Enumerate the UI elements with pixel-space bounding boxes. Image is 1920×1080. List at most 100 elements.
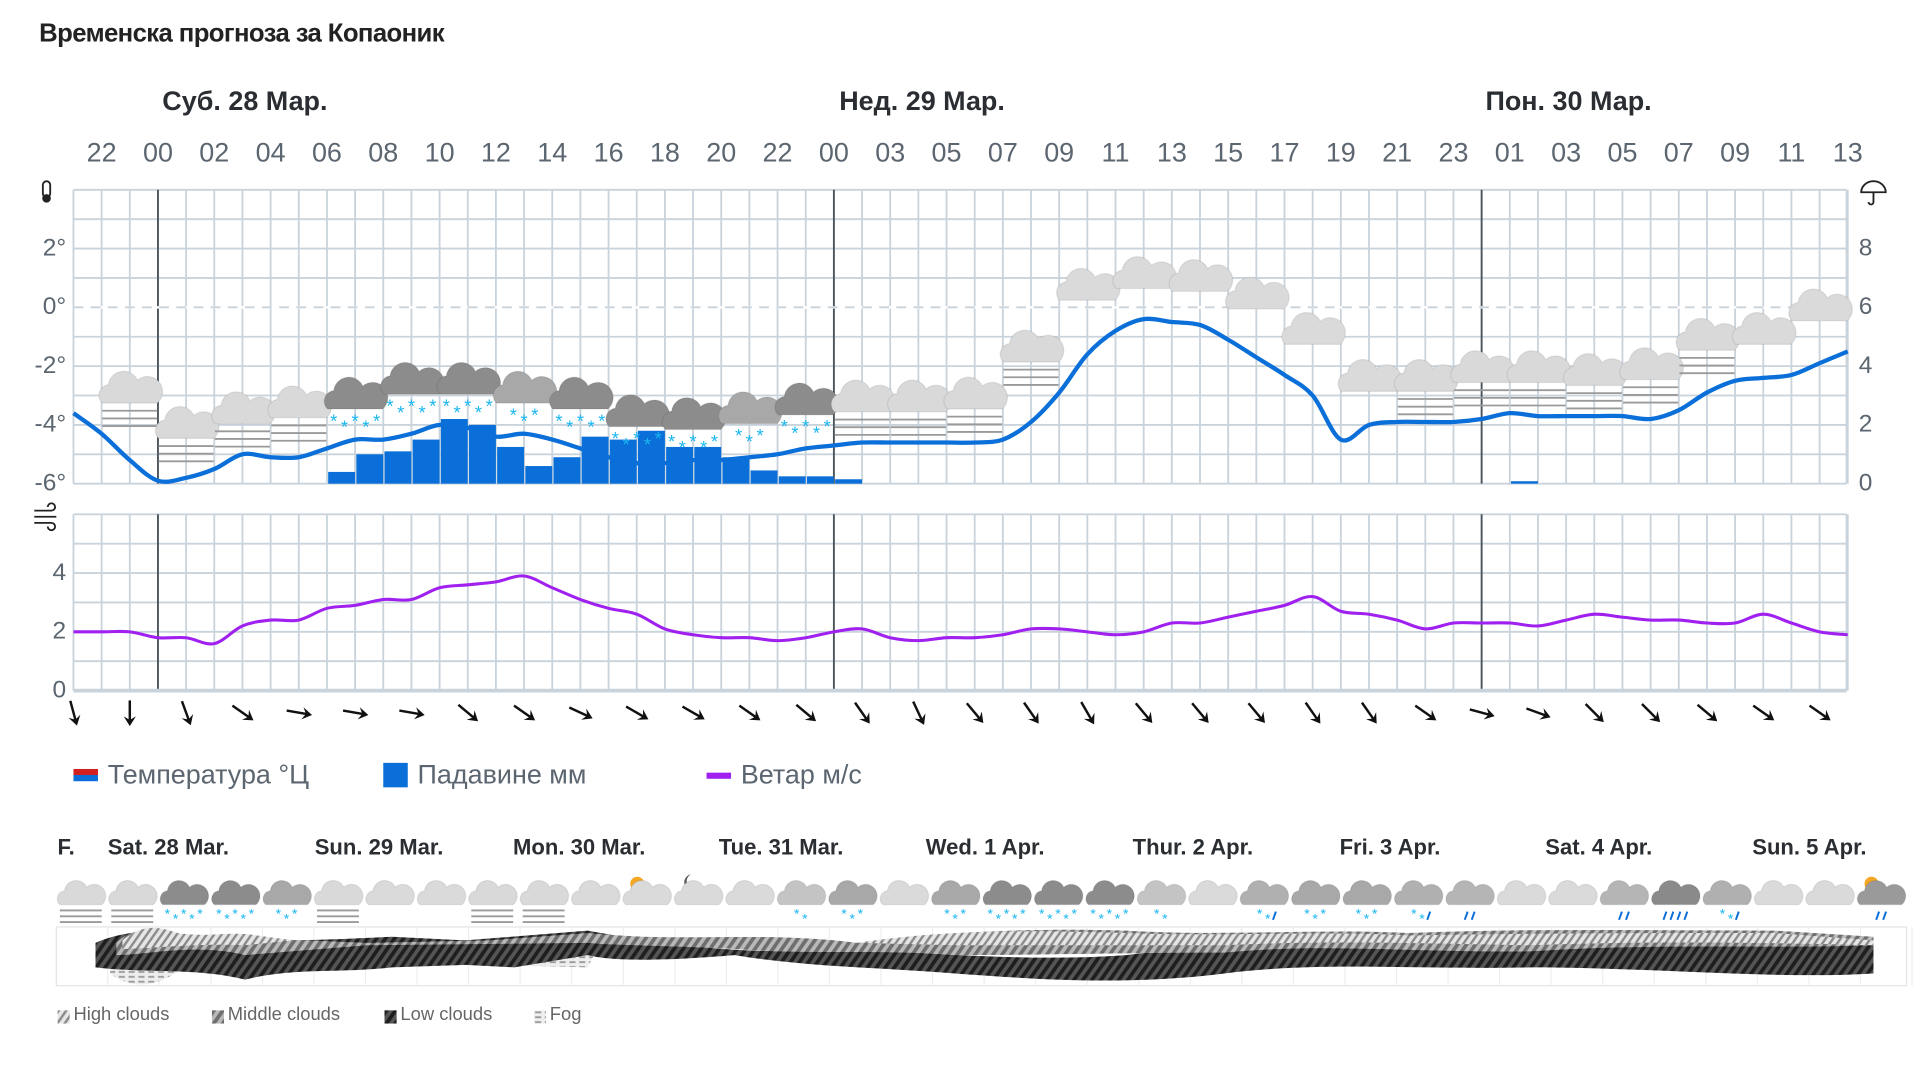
cloud-icon <box>1753 879 1804 906</box>
hour-label: 22 <box>762 137 793 168</box>
snowflake-icon: * <box>588 416 595 437</box>
arrow-head <box>1028 712 1039 724</box>
cloud-icon <box>468 879 518 906</box>
legend-temperature[interactable]: Температура °Ц <box>73 759 309 791</box>
precipitation-swatch-icon <box>383 762 408 788</box>
meteogram-icon-cloud <box>879 879 930 906</box>
high-clouds-swatch-icon <box>57 1008 70 1024</box>
weather-icon-fog <box>1450 350 1516 407</box>
wind-direction-arrow-icon <box>568 706 593 720</box>
arrow-head <box>1309 712 1321 724</box>
snowflake-icon: * <box>791 422 798 443</box>
meteogram-icon-snow-dark: * * * * * <box>982 879 1032 926</box>
snowflake-icon: * <box>386 396 393 417</box>
snowflake-icon: * <box>373 410 380 431</box>
raindrop-icon <box>1662 911 1668 921</box>
cloud-icon <box>717 391 783 425</box>
wind-lines <box>34 502 57 532</box>
snowflake-icon: * <box>475 402 482 423</box>
snowflake-icon: * <box>1020 906 1026 922</box>
hour-label: 07 <box>1663 137 1694 168</box>
arrow-shaft <box>286 709 309 716</box>
arrow-shaft <box>513 704 533 720</box>
snowflake-icon: * <box>612 428 619 449</box>
raindrop-icon <box>1470 911 1476 921</box>
meteogram-icon-fog <box>56 879 107 924</box>
meteogram-icon-rain <box>1445 879 1495 921</box>
raindrop-icon <box>1426 911 1432 921</box>
arrow-head <box>748 709 761 721</box>
hour-label: 08 <box>368 137 399 168</box>
temp-axis-label: 2° <box>42 234 67 262</box>
weather-icon-cloud <box>1055 267 1121 301</box>
wind-axis-label: 2 <box>52 617 67 645</box>
precipitation-bar <box>328 471 356 484</box>
snowflake-icon: * <box>961 906 967 922</box>
legend-precipitation[interactable]: Падавине мм <box>383 759 586 791</box>
legend-wind[interactable]: Ветар м/с <box>706 759 862 791</box>
wind-direction-arrow-icon <box>912 701 926 725</box>
hour-label: 05 <box>1607 137 1638 168</box>
cloud-icon <box>1188 879 1238 906</box>
hour-label: 11 <box>1101 137 1130 168</box>
middle-clouds-swatch-icon <box>211 1008 225 1024</box>
precipitation-bar <box>666 446 694 484</box>
arrow-head <box>1483 707 1495 720</box>
temperature-grid <box>72 188 1849 485</box>
arrow-shaft <box>1360 701 1376 722</box>
cloud-icon <box>776 879 827 906</box>
high-clouds-layer <box>122 927 1874 949</box>
arrow-shaft <box>1469 708 1492 717</box>
snowflake-icon: * <box>850 910 856 926</box>
meteogram-icon-snow-med: * * * <box>1291 879 1341 926</box>
meteogram-icon-cloud <box>1188 879 1238 906</box>
hour-label: 01 <box>1494 137 1525 168</box>
hour-label: 12 <box>480 137 511 168</box>
raindrop-icon <box>1683 911 1689 921</box>
cloud-icon <box>98 370 164 404</box>
wind-direction-arrow-icon <box>738 704 761 721</box>
hour-label: 16 <box>593 137 624 168</box>
temp-axis-label: -2° <box>34 352 67 379</box>
raindrop-icon <box>1676 911 1682 921</box>
legend-middle-clouds: Middle clouds <box>211 1004 340 1025</box>
wind-direction-arrow-icon <box>399 707 425 720</box>
meteogram-icon-rain-heavy <box>1651 879 1701 921</box>
raindrop-icon <box>1882 911 1887 921</box>
arrow-shaft <box>738 704 759 720</box>
cloud-icon <box>1599 879 1650 906</box>
snowflake-icon: * <box>1312 910 1318 926</box>
snowflake-icon: * <box>824 416 831 437</box>
meteogram-icon-snow-dark: * * * * * <box>159 879 210 926</box>
snowflake-icon: * <box>802 910 808 926</box>
snowflake-icon: * <box>453 402 460 423</box>
weather-icon-snow-dark: * * * * * <box>774 382 840 443</box>
legend-fog: Fog <box>533 1004 581 1025</box>
hour-label: 14 <box>537 137 568 168</box>
arrow-head <box>693 709 705 720</box>
wind-direction-arrow-icon <box>1191 702 1209 723</box>
wind-direction-arrow-icon <box>1526 707 1551 720</box>
snowflake-icon: * <box>1099 910 1105 926</box>
arrow-shaft <box>965 702 982 721</box>
arrow-head <box>1366 712 1377 724</box>
cloud-icon <box>492 370 558 404</box>
snowflake-icon: * <box>189 910 195 926</box>
arrow-shaft <box>795 703 815 720</box>
snowflake-icon: * <box>1257 906 1263 922</box>
wind-direction-arrow-icon <box>457 703 479 722</box>
precip-axis-label: 6 <box>1858 293 1873 321</box>
meteogram-icon-cloud <box>1805 879 1855 906</box>
weather-icon-fog <box>1506 350 1572 407</box>
wind-direction-arrow-icon <box>1696 703 1718 722</box>
wind-direction-arrow-icon <box>1247 702 1265 723</box>
hour-label: 07 <box>987 137 1018 168</box>
cloud-icon <box>879 879 930 906</box>
snowflake-icon: * <box>1372 906 1378 922</box>
hour-label: 23 <box>1438 137 1469 168</box>
precipitation-bar <box>412 439 440 484</box>
cloud-icon <box>1548 879 1598 906</box>
meteogram-icon-snow-dark: * * * * * <box>211 879 261 926</box>
cloud-icon <box>1337 358 1403 392</box>
